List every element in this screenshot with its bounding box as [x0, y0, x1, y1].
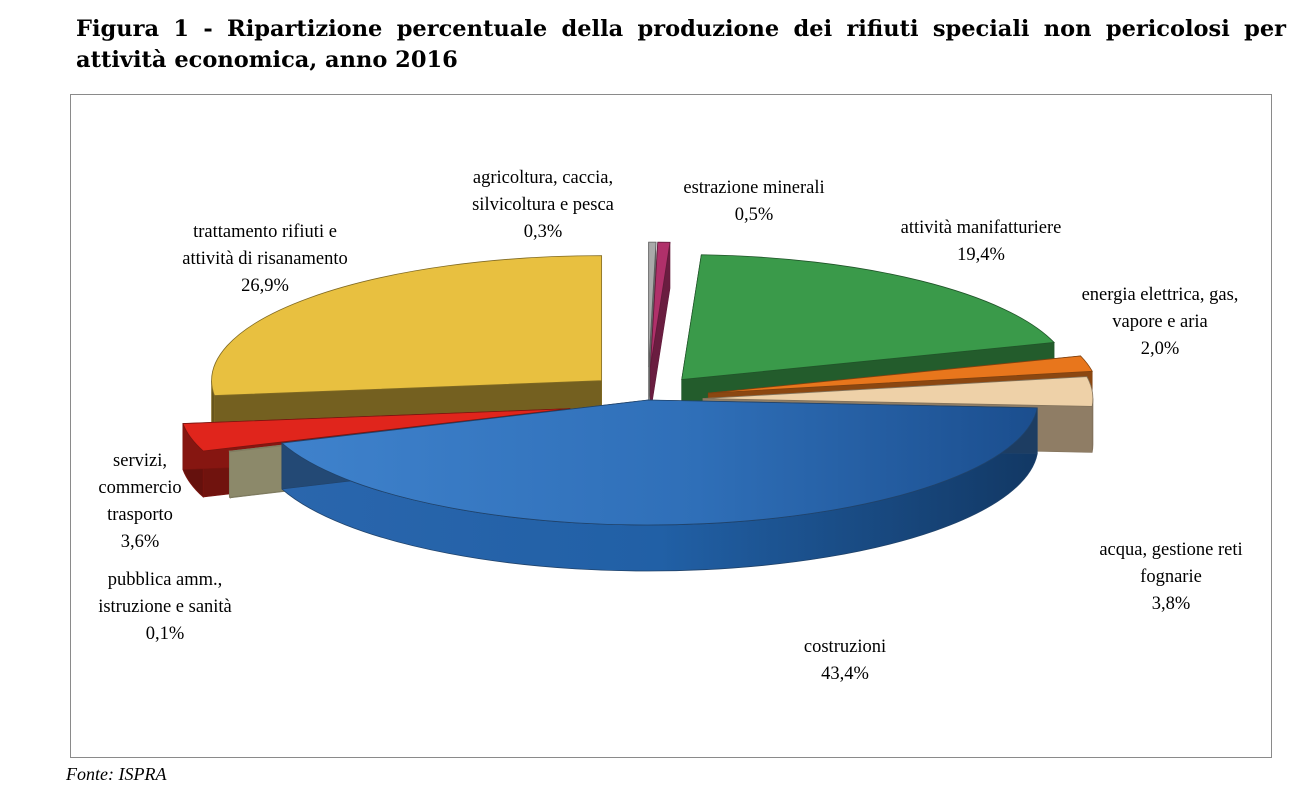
label-trattamento: trattamento rifiuti e attività di risanam… [182, 222, 347, 296]
category-label-pubblica: pubblica amm., [108, 570, 223, 590]
slice-estrazione [650, 241, 671, 414]
slice-top-estrazione [650, 241, 671, 368]
category-label-servizi: trasporto [107, 505, 173, 525]
slice-top-manifatturiere [681, 254, 1055, 381]
slice-top-costruzioni [280, 399, 1038, 526]
value-label-estrazione: 0,5% [735, 205, 774, 225]
value-label-pubblica: 0,1% [146, 624, 185, 644]
label-servizi: servizi, commercio trasporto 3,6% [98, 451, 181, 552]
slice-costruzioni [280, 399, 1038, 572]
label-pubblica: pubblica amm., istruzione e sanità 0,1% [98, 570, 232, 644]
value-label-servizi: 3,6% [121, 532, 160, 552]
slice-top-acqua [702, 376, 1094, 407]
category-label-servizi: commercio [98, 478, 181, 498]
pie-slices [182, 241, 1094, 572]
slice-top-energia [708, 355, 1093, 394]
figure-title: Figura 1 - Ripartizione percentuale dell… [76, 16, 1286, 73]
label-agricoltura: agricoltura, caccia, silvicoltura e pesca… [472, 168, 614, 242]
label-acqua: acqua, gestione reti fognarie 3,8% [1099, 540, 1242, 614]
category-label-costruzioni: costruzioni [804, 637, 886, 657]
value-label-acqua: 3,8% [1152, 594, 1191, 614]
slice-top-agricoltura [648, 241, 657, 368]
category-label-estrazione: estrazione minerali [683, 178, 824, 198]
slice-top-servizi [182, 408, 571, 452]
source-note: Fonte: ISPRA [66, 764, 167, 784]
category-label-acqua: fognarie [1140, 567, 1202, 587]
value-label-manifatturiere: 19,4% [957, 245, 1005, 265]
category-label-servizi: servizi, [113, 451, 167, 471]
category-label-energia: vapore e aria [1112, 312, 1208, 332]
label-estrazione: estrazione minerali 0,5% [683, 178, 824, 225]
value-label-trattamento: 26,9% [241, 276, 289, 296]
slice-labels: agricoltura, caccia, silvicoltura e pesca… [98, 168, 1242, 684]
category-label-trattamento: trattamento rifiuti e [193, 222, 337, 242]
slice-top-trattamento [211, 255, 603, 396]
category-label-energia: energia elettrica, gas, [1082, 285, 1239, 305]
value-label-agricoltura: 0,3% [524, 222, 563, 242]
value-label-costruzioni: 43,4% [821, 664, 869, 684]
value-label-energia: 2,0% [1141, 339, 1180, 359]
label-energia: energia elettrica, gas, vapore e aria 2,0% [1082, 285, 1239, 359]
category-label-acqua: acqua, gestione reti [1099, 540, 1242, 560]
category-label-agricoltura: silvicoltura e pesca [472, 195, 614, 215]
label-manifatturiere: attività manifatturiere 19,4% [901, 218, 1062, 265]
category-label-manifatturiere: attività manifatturiere [901, 218, 1062, 238]
category-label-pubblica: istruzione e sanità [98, 597, 232, 617]
label-costruzioni: costruzioni 43,4% [804, 637, 886, 684]
category-label-agricoltura: agricoltura, caccia, [473, 168, 613, 188]
category-label-trattamento: attività di risanamento [182, 249, 347, 269]
